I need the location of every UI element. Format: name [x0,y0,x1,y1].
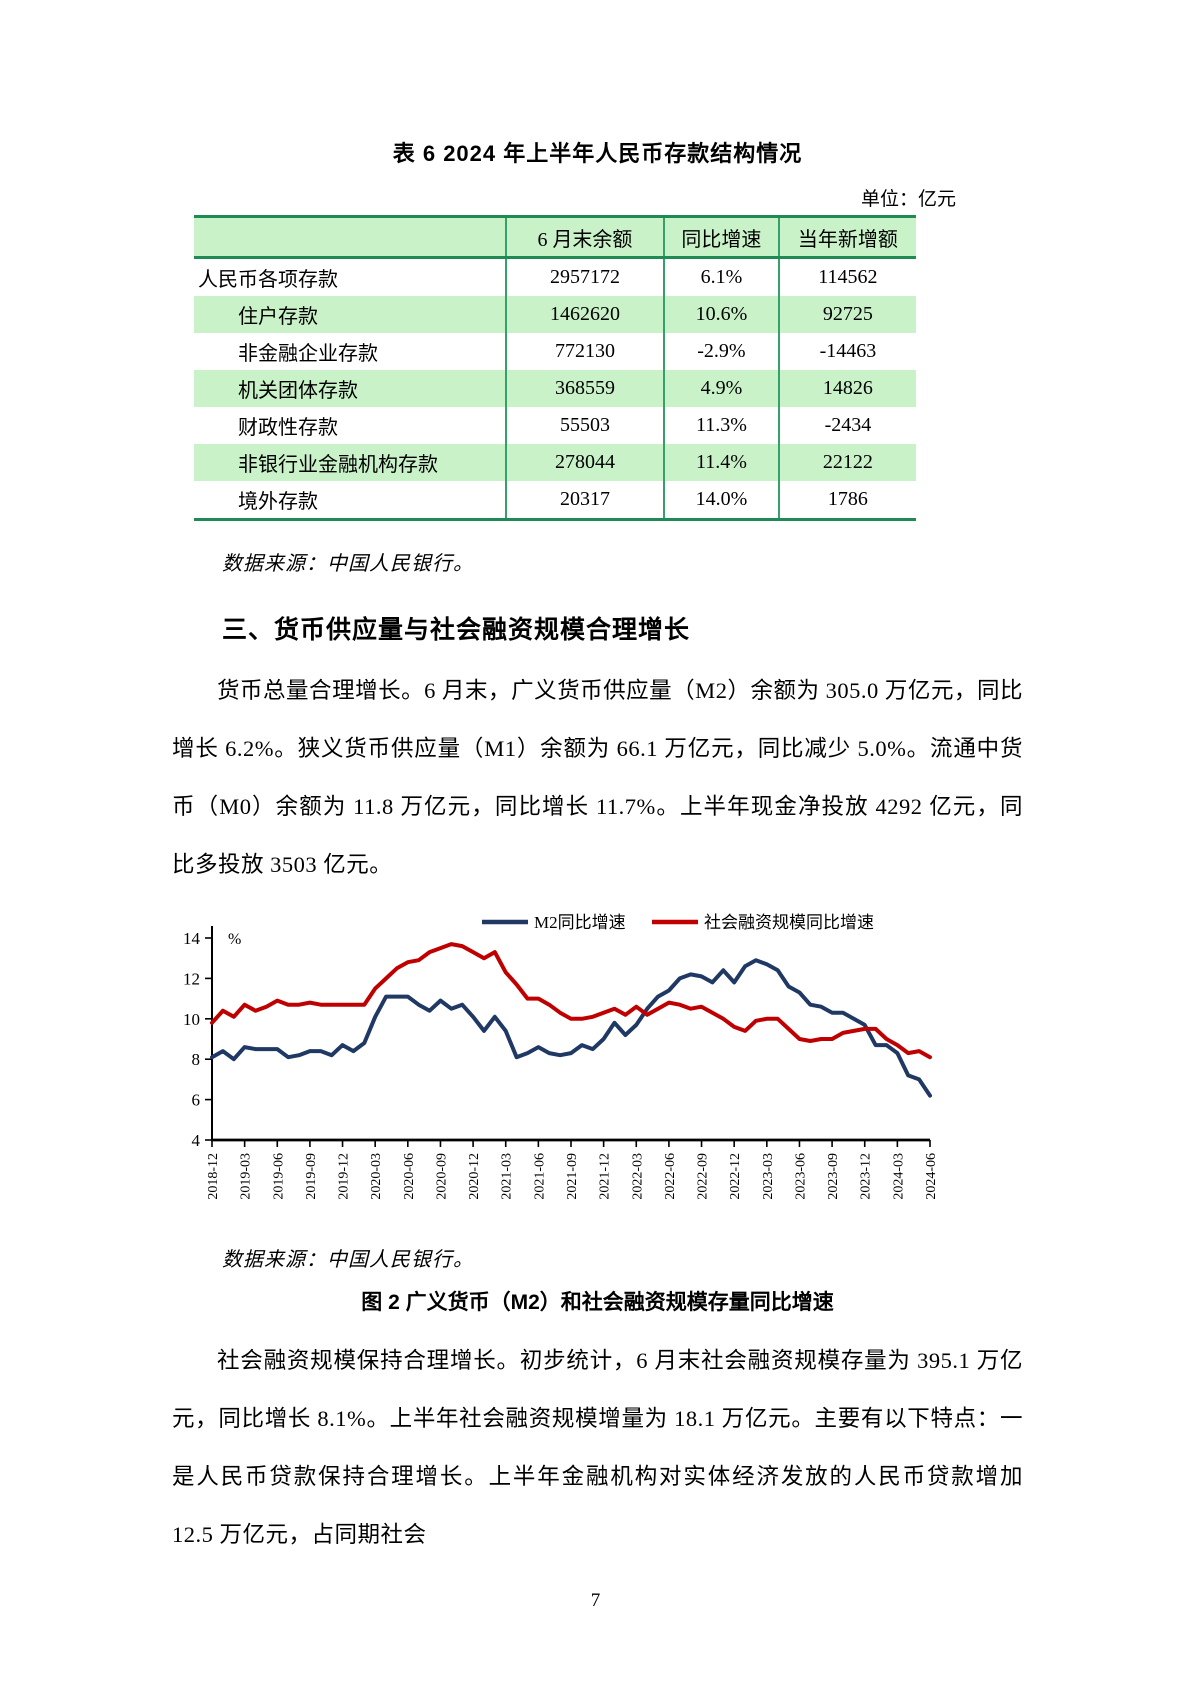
row-balance: 278044 [504,444,664,481]
svg-text:2020-03: 2020-03 [369,1153,384,1200]
svg-text:2023-06: 2023-06 [793,1153,808,1200]
svg-text:2019-12: 2019-12 [337,1153,352,1200]
table-row: 机关团体存款 368559 4.9% 14826 [194,370,916,407]
row-new: 14826 [777,370,916,407]
table-row: 非银行业金融机构存款 278044 11.4% 22122 [194,444,916,481]
row-label: 非银行业金融机构存款 [238,454,438,476]
chart-canvas: 4 6 8 10 12 14 % 2018-12 2019-03 2019-06 2019-09 20… [183,913,939,1200]
svg-text:2019-03: 2019-03 [239,1153,254,1200]
figure-caption: 图 2 广义货币（M2）和社会融资规模存量同比增速 [361,1291,834,1314]
svg-text:%: % [228,931,241,948]
table-row: 人民币各项存款 2957172 6.1% 114562 [194,257,916,296]
svg-text:10: 10 [183,1010,200,1029]
paragraph-social-financing: 社会融资规模保持合理增长。初步统计，6 月末社会融资规模存量为 395.1 万亿… [172,1348,1023,1547]
svg-text:2021-06: 2021-06 [532,1153,547,1200]
svg-text:2022-06: 2022-06 [663,1153,678,1200]
svg-text:2022-09: 2022-09 [696,1153,711,1200]
svg-text:8: 8 [192,1050,201,1069]
row-new: -2434 [777,407,916,444]
table-source-note: 数据来源：中国人民银行。 [222,553,474,575]
row-yoy: 11.3% [663,407,779,444]
row-new: 1786 [777,481,916,520]
svg-text:2023-03: 2023-03 [761,1153,776,1200]
row-balance: 368559 [504,370,664,407]
svg-text:2020-09: 2020-09 [434,1153,449,1200]
svg-text:M2同比增速: M2同比增速 [534,913,626,932]
row-yoy: 4.9% [663,370,779,407]
svg-text:2019-09: 2019-09 [304,1153,319,1200]
svg-text:2024-06: 2024-06 [924,1153,939,1200]
page-number: 7 [590,1590,601,1611]
section-heading: 三、货币供应量与社会融资规模合理增长 [222,616,691,644]
row-balance: 1462620 [504,296,664,333]
svg-text:2021-09: 2021-09 [565,1153,580,1200]
svg-text:2024-03: 2024-03 [891,1153,906,1200]
row-new: 22122 [777,444,916,481]
row-label: 机关团体存款 [238,380,358,402]
svg-text:14: 14 [183,929,201,948]
row-label: 境外存款 [238,491,318,513]
row-new: -14463 [777,333,916,370]
svg-text:2020-06: 2020-06 [402,1153,417,1200]
row-balance: 20317 [504,481,664,520]
row-balance: 2957172 [504,257,664,296]
table-row: 住户存款 1462620 10.6% 92725 [194,296,916,333]
svg-text:12: 12 [183,969,200,988]
svg-text:2023-09: 2023-09 [826,1153,841,1200]
svg-text:2022-03: 2022-03 [630,1153,645,1200]
svg-text:6: 6 [192,1091,201,1110]
figure-line-chart: 4 6 8 10 12 14% 2018-12 2019-03 2019-06 2019-09 20… [174,908,1023,1217]
row-new: 92725 [777,296,916,333]
row-yoy: 6.1% [663,257,779,296]
table-row: 境外存款 20317 14.0% 1786 [194,481,916,520]
svg-text:2021-12: 2021-12 [598,1153,613,1200]
svg-text:2021-03: 2021-03 [500,1153,515,1200]
row-new: 114562 [777,257,916,296]
table-header-blank [194,217,506,258]
row-label: 住户存款 [238,306,318,328]
svg-text:2020-12: 2020-12 [467,1153,482,1200]
svg-text:2019-06: 2019-06 [271,1153,286,1200]
row-label: 财政性存款 [238,417,338,439]
table-row: 财政性存款 55503 11.3% -2434 [194,407,916,444]
paragraph-money-supply: 货币总量合理增长。6 月末，广义货币供应量（M2）余额为 305.0 万亿元，同… [172,678,1023,877]
table-unit-note: 单位：亿元 [860,189,956,210]
svg-text:2018-12: 2018-12 [206,1153,221,1200]
deposit-structure-table: 6 月末余额 同比增速 当年新增额 人民币各项存款 2957172 6.1% 1… [194,215,916,521]
table-header-row: 6 月末余额 同比增速 当年新增额 [194,216,916,258]
figure-source-note: 数据来源：中国人民银行。 [222,1249,474,1271]
table-header-new: 当年新增额 [777,216,916,258]
row-yoy: 11.4% [663,444,779,481]
row-yoy: -2.9% [663,333,779,370]
row-balance: 772130 [504,333,664,370]
svg-text:4: 4 [192,1131,201,1150]
row-label: 非金融企业存款 [238,343,378,365]
table-title: 表 6 2024 年上半年人民币存款结构情况 [392,141,803,166]
svg-text:2023-12: 2023-12 [859,1153,874,1200]
table-row: 非金融企业存款 772130 -2.9% -14463 [194,333,916,370]
row-label: 人民币各项存款 [198,269,338,291]
row-balance: 55503 [504,407,664,444]
row-yoy: 14.0% [663,481,779,520]
row-yoy: 10.6% [663,296,779,333]
table-header-balance: 6 月末余额 [504,216,664,258]
svg-text:2022-12: 2022-12 [728,1153,743,1200]
svg-text:社会融资规模同比增速: 社会融资规模同比增速 [704,913,874,932]
table-header-yoy: 同比增速 [663,216,779,258]
